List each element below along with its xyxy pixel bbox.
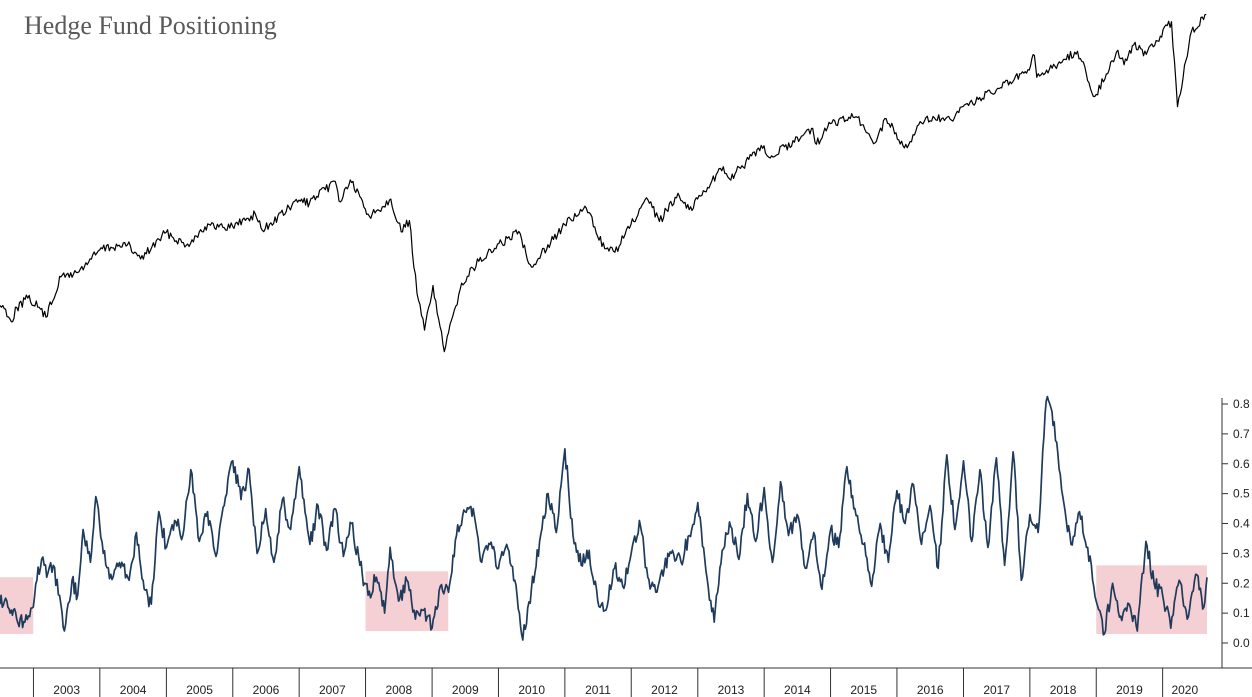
- year-label: 2015: [850, 683, 877, 697]
- chart-title: Hedge Fund Positioning: [24, 11, 277, 40]
- year-label: 2016: [917, 683, 944, 697]
- year-label: 2019: [1116, 683, 1143, 697]
- positioning-y-axis: 0.0 0.1 0.2 0.3 0.4 0.5 0.6 0.7 0.8: [1221, 397, 1250, 668]
- year-label: 2011: [585, 683, 611, 697]
- year-label: 2004: [120, 683, 147, 697]
- year-label: 2017: [983, 683, 1010, 697]
- price-series: [0, 13, 1207, 353]
- y-tick-label: 0.6: [1233, 457, 1250, 471]
- price-line: [0, 13, 1207, 353]
- year-label: 2012: [651, 683, 678, 697]
- year-label: 2020: [1171, 683, 1198, 697]
- year-label: 2007: [319, 683, 346, 697]
- year-label: 2006: [253, 683, 280, 697]
- positioning-line: [0, 395, 1208, 641]
- y-tick-label: 0.0: [1233, 636, 1250, 650]
- highlight-regions: [0, 565, 1207, 635]
- y-tick-label: 0.3: [1233, 546, 1250, 560]
- year-label: 2008: [385, 683, 412, 697]
- y-tick-label: 0.4: [1233, 517, 1250, 531]
- y-tick-label: 0.8: [1233, 397, 1250, 411]
- year-label: 2003: [53, 683, 80, 697]
- year-label: 2013: [718, 683, 745, 697]
- y-tick-label: 0.2: [1233, 576, 1250, 590]
- positioning-series: [0, 395, 1208, 641]
- highlight-region-1: [0, 577, 34, 635]
- year-label: 2005: [186, 683, 213, 697]
- y-tick-label: 0.5: [1233, 487, 1250, 501]
- year-label: 2018: [1050, 683, 1077, 697]
- year-x-axis: 2003 2004 2005 2006 2007 2008 2009 2010 2011 2012…: [0, 667, 1252, 697]
- y-tick-label: 0.1: [1233, 606, 1250, 620]
- year-label: 2010: [518, 683, 545, 697]
- y-tick-label: 0.7: [1233, 427, 1250, 441]
- year-label: 2009: [452, 683, 479, 697]
- year-label: 2014: [784, 683, 811, 697]
